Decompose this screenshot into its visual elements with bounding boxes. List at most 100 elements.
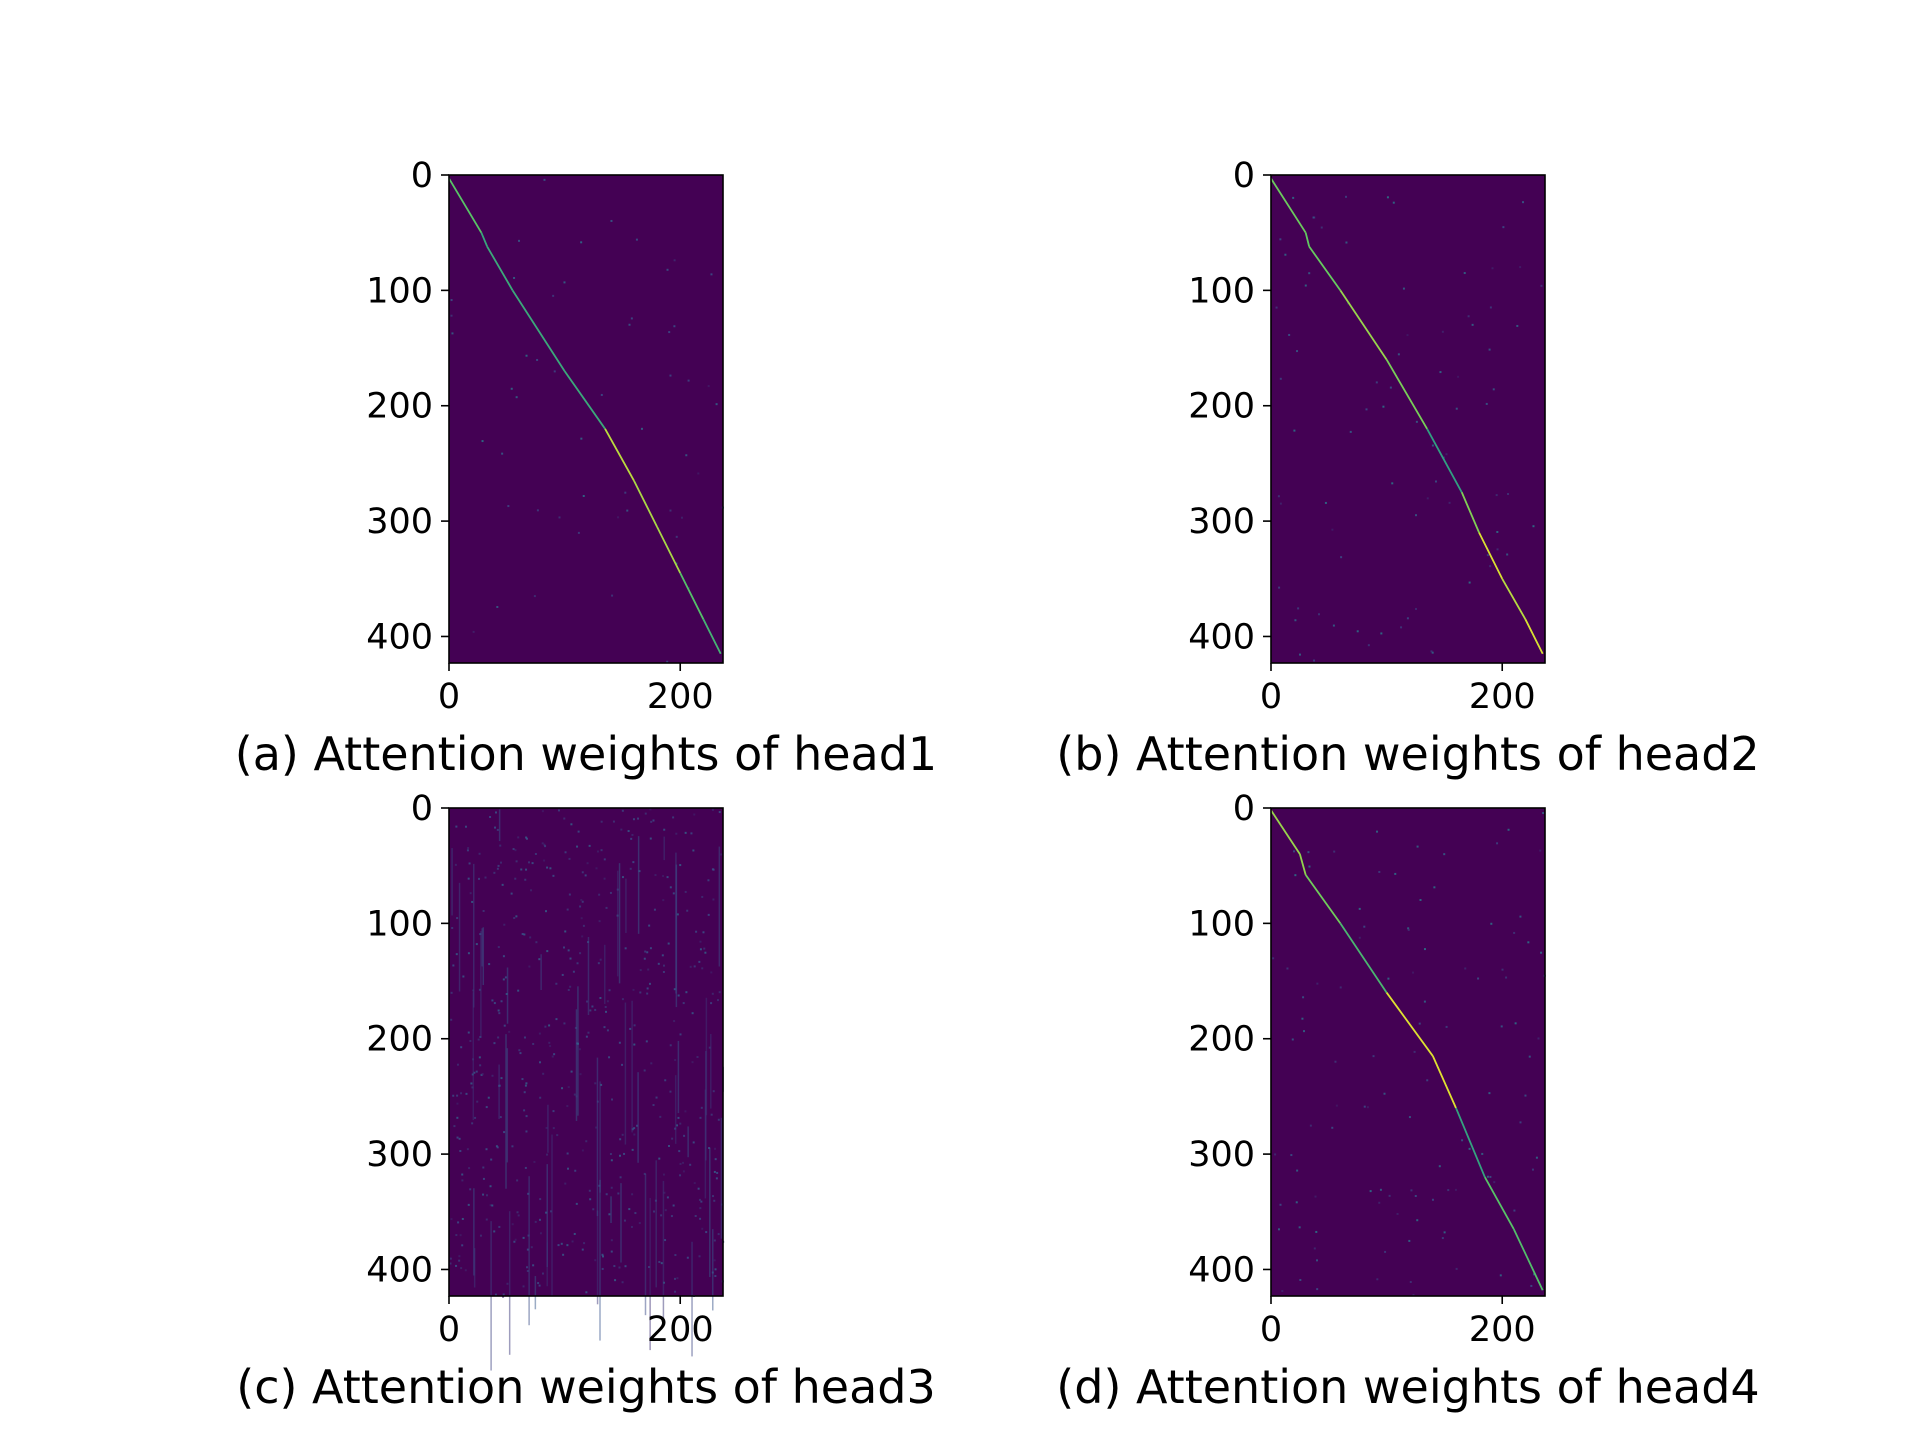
heatmap-cell [624,491,627,494]
heatmap-cell [494,811,497,814]
heatmap-cell [538,1032,541,1035]
heatmap-cell [1314,1195,1317,1198]
heatmap-cell [485,1218,488,1221]
heatmap-cell [503,1024,506,1027]
heatmap-cell [1316,982,1319,985]
x-tick-label: 0 [1260,1310,1282,1350]
heatmap-cell [1524,1094,1527,1097]
heatmap-cell [518,1049,521,1052]
heatmap-cell [470,1082,473,1085]
heatmap-streak [508,1211,511,1355]
heatmap-cell [690,832,693,835]
heatmap-cell [493,1002,496,1005]
heatmap-cell [699,940,702,943]
y-tick-label: 100 [1188,271,1255,311]
heatmap-cell [699,1217,702,1220]
heatmap-noise [1272,812,1546,1296]
heatmap-cell [635,238,638,241]
heatmap-cell [589,1009,592,1012]
heatmap-cell [570,823,573,826]
heatmap-cell [627,830,630,833]
heatmap-cell [482,909,485,912]
heatmap-cell [658,1157,661,1160]
heatmap-cell [1496,842,1499,845]
heatmap-cell [611,594,614,597]
heatmap-cell [583,1242,586,1245]
heatmap-cell [1345,241,1348,244]
heatmap-cell [1502,226,1505,229]
heatmap-cell [1535,1156,1538,1159]
heatmap-cell [633,1024,636,1027]
heatmap-cell [1443,1231,1446,1234]
heatmap-cell [1397,353,1400,356]
heatmap-cell [525,836,528,839]
heatmap-cell [633,1043,636,1046]
heatmap-cell [1496,548,1499,551]
heatmap-cell [1299,1278,1302,1281]
heatmap-cell [1312,216,1315,219]
heatmap-cell [623,1152,626,1155]
heatmap-cell [1540,284,1543,287]
heatmap-cell [714,1275,717,1278]
heatmap-cell [502,955,505,958]
heatmap-cell [711,992,714,995]
heatmap-cell [1486,1175,1489,1178]
heatmap-streak [604,944,606,1004]
heatmap-streak [546,1164,549,1268]
heatmap-cell [480,1073,483,1076]
heatmap-cell [1317,613,1320,616]
heatmap-cell [649,947,652,950]
heatmap-cell [1274,1153,1277,1156]
heatmap-cell [708,1147,711,1150]
heatmap-cell [643,1069,646,1072]
heatmap-cell [1407,927,1410,930]
heatmap-cell [507,505,510,508]
heatmap-cell [457,1221,460,1224]
heatmap-cell [513,276,516,279]
heatmap-cell [680,516,683,519]
heatmap-cell [494,1293,497,1296]
heatmap-cell [1295,1201,1298,1204]
heatmap-cell [497,946,500,949]
heatmap-cell [1298,1226,1301,1229]
heatmap-cell [650,820,653,823]
heatmap-cell [1369,1190,1372,1193]
heatmap-cell [500,861,503,864]
heatmap-cell [1380,632,1383,635]
heatmap-cell [1468,1147,1471,1150]
heatmap-cell [1419,898,1422,901]
heatmap-cell [581,1248,584,1251]
diagonal-segment [1455,1107,1486,1178]
heatmap-cell [496,605,499,608]
heatmap-cell [534,1220,537,1223]
heatmap-cell [1441,330,1444,333]
heatmap-cell [510,892,513,895]
heatmap-cell [530,1246,533,1249]
heatmap-cell [691,1061,694,1064]
heatmap-cell [530,889,533,892]
heatmap-cell [499,1116,502,1119]
heatmap-cell [449,1262,452,1265]
heatmap-cell [545,1126,548,1129]
heatmap-streak [599,1081,601,1193]
heatmap-cell [621,809,624,812]
heatmap-noise [1275,195,1543,662]
heatmap-cell [1468,581,1471,584]
heatmap-cell [1288,333,1291,336]
heatmap-background [1271,175,1545,663]
heatmap-cell [1445,453,1448,456]
heatmap-cell [711,1195,714,1198]
heatmap-cell [1407,928,1410,931]
heatmap-cell [608,989,611,992]
heatmap-cell [478,988,481,991]
diagonal-segment [563,370,606,430]
heatmap-cell [673,325,676,328]
heatmap-cell [456,1094,459,1097]
heatmap-cell [458,1259,461,1262]
heatmap-cell [649,837,652,840]
heatmap-cell [503,1131,506,1134]
heatmap-cell [526,1248,529,1251]
heatmap-cell [564,1182,567,1185]
heatmap-cell [489,1185,492,1188]
heatmap-cell [608,1213,611,1216]
